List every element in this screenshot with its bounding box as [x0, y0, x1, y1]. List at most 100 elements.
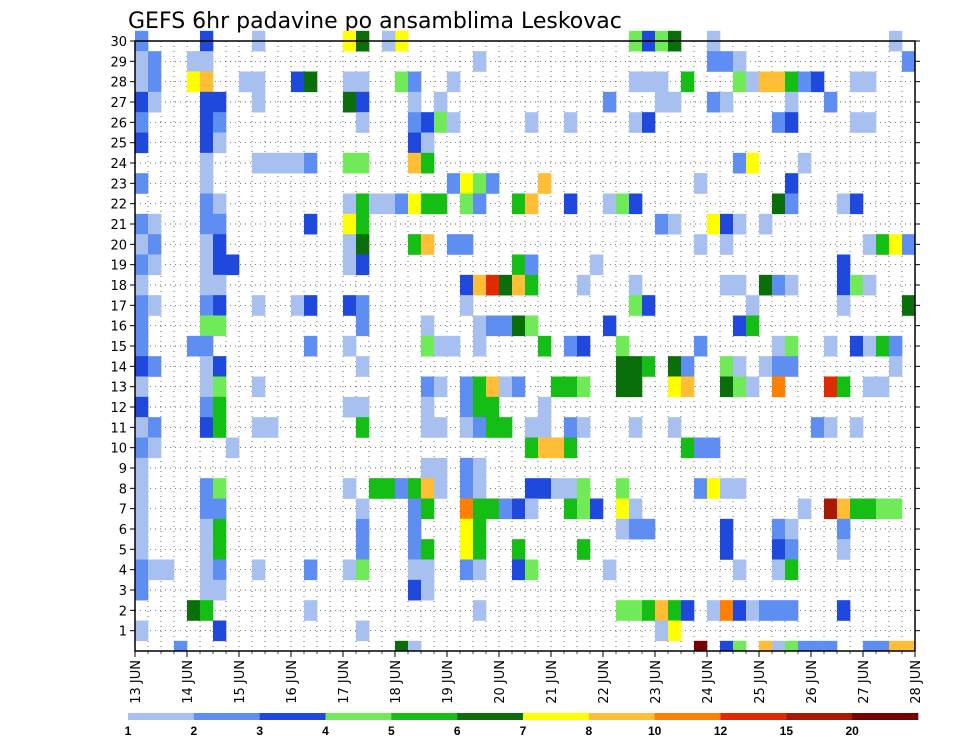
- heatmap-cell: [356, 396, 370, 418]
- heatmap-cell: [434, 478, 448, 499]
- heatmap-cell: [460, 396, 474, 418]
- heatmap-cell: [616, 335, 630, 357]
- heatmap-cell: [434, 335, 448, 357]
- heatmap-cell: [343, 213, 357, 235]
- heatmap-cell: [408, 579, 422, 601]
- heatmap-cell: [213, 91, 227, 113]
- x-tick-label: 25 JUN: [753, 660, 768, 704]
- heatmap-cell: [343, 71, 357, 93]
- heatmap-cell: [460, 376, 474, 398]
- heatmap-cell: [850, 417, 864, 438]
- heatmap-cell: [616, 498, 630, 520]
- heatmap-cell: [135, 335, 149, 357]
- legend-label: 5: [388, 724, 395, 738]
- heatmap-cell: [668, 417, 682, 438]
- heatmap-cell: [135, 295, 149, 316]
- heatmap-cell: [512, 315, 526, 337]
- legend-swatch: [523, 713, 590, 720]
- heatmap-cell: [343, 335, 357, 357]
- heatmap-cell: [213, 559, 227, 581]
- heatmap-cell: [629, 274, 643, 296]
- heatmap-cell: [889, 498, 903, 520]
- heatmap-cell: [720, 356, 734, 377]
- heatmap-cell: [213, 498, 227, 520]
- heatmap-cell: [694, 173, 708, 194]
- heatmap-cell: [486, 315, 500, 337]
- heatmap-cell: [863, 335, 877, 357]
- heatmap-cell: [824, 640, 838, 652]
- heatmap-cell: [265, 152, 279, 174]
- heatmap-cell: [356, 213, 370, 235]
- heatmap-cell: [187, 600, 201, 621]
- heatmap-cell: [161, 559, 175, 581]
- heatmap-cell: [746, 600, 760, 621]
- heatmap-cell: [304, 152, 318, 174]
- heatmap-cell: [538, 173, 552, 194]
- heatmap-cell: [551, 437, 565, 459]
- y-tick-label: 21: [110, 218, 127, 233]
- heatmap-cell: [213, 112, 227, 133]
- y-tick-label: 3: [119, 584, 127, 599]
- heatmap-cell: [408, 132, 422, 154]
- heatmap-cell: [200, 173, 214, 194]
- legend-swatch: [325, 713, 392, 720]
- heatmap-cell: [772, 193, 786, 215]
- heatmap-cell: [785, 71, 799, 93]
- heatmap-cell: [135, 234, 149, 255]
- heatmap-cell: [499, 315, 513, 337]
- heatmap-cell: [356, 356, 370, 377]
- heatmap-cell: [720, 376, 734, 398]
- heatmap-cell: [278, 152, 292, 174]
- heatmap-cell: [525, 274, 539, 296]
- heatmap-cell: [785, 274, 799, 296]
- heatmap-cell: [135, 376, 149, 398]
- x-tick-label: 24 JUN: [701, 660, 716, 704]
- heatmap-cell: [525, 193, 539, 215]
- y-tick-label: 9: [119, 462, 127, 477]
- heatmap-cell: [200, 498, 214, 520]
- heatmap-cell: [421, 112, 435, 133]
- heatmap-cell: [733, 640, 747, 652]
- heatmap-cell: [863, 71, 877, 93]
- heatmap-cell: [785, 193, 799, 215]
- heatmap-cell: [148, 51, 162, 72]
- heatmap-cell: [356, 254, 370, 276]
- heatmap-cell: [213, 274, 227, 296]
- heatmap-cell: [421, 396, 435, 418]
- heatmap-cell: [512, 193, 526, 215]
- x-axis-ticks: 13 JUN 14 JUN 15 JUN 16 JUN 17 JUN 18 JUN 19 J…: [129, 651, 924, 704]
- heatmap-cell: [525, 417, 539, 438]
- heatmap-cell: [707, 91, 721, 113]
- legend-label: 15: [780, 724, 794, 738]
- heatmap-cell: [655, 600, 669, 621]
- heatmap-cell: [603, 559, 617, 581]
- heatmap-cell: [356, 112, 370, 133]
- heatmap-cell: [356, 518, 370, 540]
- y-tick-label: 28: [110, 76, 127, 91]
- heatmap-cell: [707, 213, 721, 235]
- heatmap-cell: [408, 152, 422, 174]
- heatmap-cell: [421, 193, 435, 215]
- heatmap-cell: [629, 295, 643, 316]
- heatmap-cell: [824, 417, 838, 438]
- x-tick-label: 19 JUN: [441, 660, 456, 704]
- heatmap-cell: [135, 112, 149, 133]
- heatmap-cell: [603, 193, 617, 215]
- heatmap-cell: [720, 51, 734, 72]
- y-tick-label: 18: [110, 279, 127, 294]
- heatmap-cell: [252, 559, 266, 581]
- heatmap-cell: [473, 335, 487, 357]
- heatmap-cell: [681, 600, 695, 621]
- y-tick-label: 11: [110, 421, 127, 436]
- heatmap-cell: [863, 376, 877, 398]
- heatmap-cell: [798, 71, 812, 93]
- legend-label: 8: [585, 724, 592, 738]
- x-tick-label: 15 JUN: [233, 660, 248, 704]
- x-tick-label: 17 JUN: [337, 660, 352, 704]
- x-tick-label: 18 JUN: [389, 660, 404, 704]
- heatmap-cell: [421, 417, 435, 438]
- heatmap-cell: [850, 71, 864, 93]
- heatmap-cell: [538, 335, 552, 357]
- heatmap-cell: [746, 315, 760, 337]
- heatmap-cell: [460, 173, 474, 194]
